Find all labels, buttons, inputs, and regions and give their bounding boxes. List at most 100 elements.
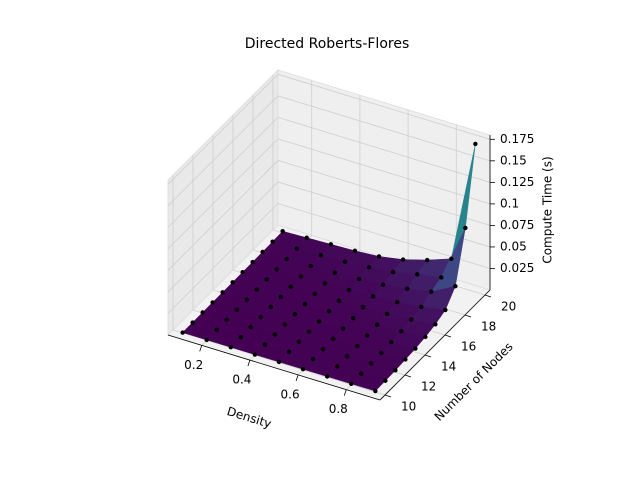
data-point <box>280 229 285 234</box>
data-point <box>260 249 265 255</box>
x-axis <box>167 334 381 401</box>
data-point <box>344 354 350 359</box>
data-point <box>300 366 306 372</box>
y-tick-label: 12 <box>421 380 436 394</box>
data-point <box>214 327 219 333</box>
z-tick-label: 0.075 <box>500 218 534 232</box>
y-tick <box>404 374 412 378</box>
data-point <box>308 263 314 269</box>
data-point <box>324 374 330 379</box>
data-point <box>403 357 408 362</box>
data-point <box>449 256 454 262</box>
data-point <box>423 334 428 340</box>
data-point <box>439 275 444 280</box>
x-tick <box>295 374 299 382</box>
data-point <box>354 343 360 349</box>
data-point <box>318 252 324 258</box>
data-point <box>349 381 354 386</box>
data-point <box>312 291 318 297</box>
data-point <box>200 310 205 315</box>
data-point <box>374 322 380 327</box>
data-point <box>373 388 378 394</box>
x-tick-label: 0.6 <box>281 387 300 401</box>
y-tick <box>464 314 472 318</box>
data-point <box>320 346 326 352</box>
data-point <box>366 265 372 270</box>
data-point <box>463 225 468 231</box>
data-point <box>278 294 284 300</box>
data-point <box>409 317 414 322</box>
data-point <box>292 312 298 317</box>
data-point <box>298 274 304 279</box>
data-point <box>250 259 255 265</box>
data-point <box>390 269 396 275</box>
data-point <box>453 284 458 289</box>
data-point <box>228 345 234 350</box>
z-tick-label: 0.025 <box>500 261 534 275</box>
data-point <box>340 326 346 331</box>
data-point <box>294 246 299 251</box>
data-point <box>370 294 376 299</box>
data-point <box>328 242 334 247</box>
grid-line <box>277 73 491 140</box>
y-tick <box>424 354 432 358</box>
data-point <box>393 368 398 373</box>
x-tick-label: 0.2 <box>184 358 203 372</box>
data-point <box>272 332 278 337</box>
data-point <box>359 371 364 376</box>
data-point <box>346 287 352 293</box>
data-point <box>264 277 269 282</box>
z-tick-label: 0.125 <box>500 175 534 189</box>
grid-line <box>167 138 279 250</box>
x-tick-label: 0.4 <box>232 373 251 387</box>
data-point <box>268 304 274 310</box>
data-point <box>433 322 438 327</box>
data-point <box>190 320 195 325</box>
data-point <box>360 305 366 310</box>
y-tick-label: 16 <box>461 340 476 354</box>
data-point <box>224 317 229 323</box>
z-tick-label: 0.05 <box>500 239 527 253</box>
y-tick-label: 18 <box>481 320 496 334</box>
y-axis <box>379 289 491 401</box>
data-point <box>400 257 406 262</box>
grid-line <box>277 160 491 226</box>
data-point <box>248 324 254 330</box>
data-point <box>210 300 215 305</box>
data-point <box>286 349 292 355</box>
data-point <box>284 256 289 262</box>
data-point <box>330 336 336 342</box>
data-point <box>424 257 430 263</box>
data-point <box>296 339 302 344</box>
data-point <box>334 364 340 369</box>
data-point <box>302 301 308 307</box>
x-axis-label: Density <box>225 404 273 431</box>
data-point <box>244 297 249 302</box>
data-point <box>316 319 322 324</box>
data-point <box>336 298 342 303</box>
data-point <box>240 269 245 275</box>
data-point <box>350 315 356 321</box>
data-point <box>288 284 294 289</box>
x-tick <box>199 345 203 352</box>
data-point <box>342 259 348 264</box>
data-point <box>254 287 259 292</box>
data-point <box>282 322 288 327</box>
x-tick-label: 0.8 <box>329 402 348 416</box>
z-axis-label: Compute Time (s) <box>541 156 555 263</box>
grid-line <box>167 181 279 293</box>
x-tick <box>247 359 251 367</box>
data-point <box>326 309 332 314</box>
grid-line <box>167 160 279 271</box>
data-point <box>414 272 420 277</box>
data-point <box>399 329 404 334</box>
data-point <box>376 254 382 259</box>
grid-line <box>277 95 491 162</box>
data-point <box>404 286 410 291</box>
grid-line <box>277 181 491 248</box>
data-point <box>429 289 434 294</box>
y-tick <box>444 334 452 338</box>
y-tick-label: 20 <box>501 300 516 314</box>
chart-title: Directed Roberts-Flores <box>245 36 410 52</box>
data-point <box>238 335 244 340</box>
